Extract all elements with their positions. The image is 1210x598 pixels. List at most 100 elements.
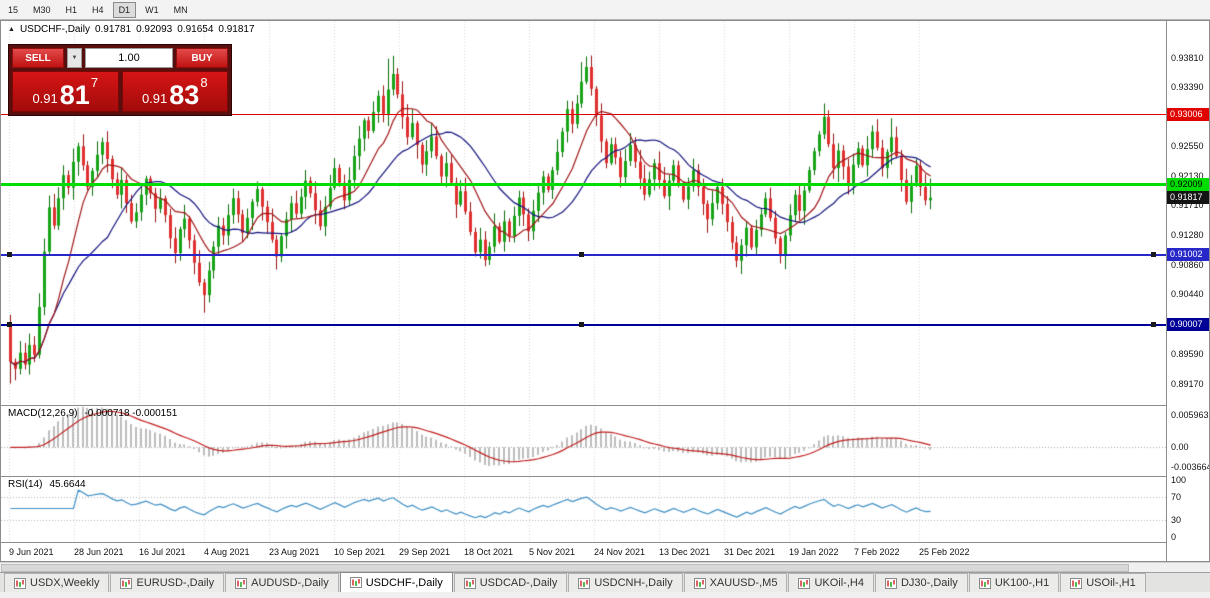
one-click-trade-panel: SELL ▼ BUY 0.91 81 7 0.91 83 8 (8, 44, 232, 116)
tab-label: XAUUSD-,M5 (709, 577, 778, 589)
chart-tab-icon (884, 577, 897, 589)
macd-axis-label: 0.005963 (1171, 410, 1209, 421)
date-label: 7 Feb 2022 (854, 547, 900, 557)
volume-input[interactable] (85, 48, 173, 68)
open-value: 0.91781 (94, 24, 132, 35)
ask-price-display[interactable]: 0.91 83 8 (121, 71, 228, 112)
bid-pip-digit: 7 (90, 75, 99, 90)
timeframe-m30[interactable]: M30 (33, 4, 51, 15)
macd-values: -0.000718 -0.000151 (84, 408, 178, 419)
hscrollbar-thumb[interactable] (1, 564, 1129, 572)
chart-ohlc-info: ▲ USDCHF-,Daily 0.91781 0.92093 0.91654 … (8, 24, 255, 35)
date-label: 31 Dec 2021 (724, 547, 776, 557)
timeframe-w1[interactable]: W1 (145, 4, 159, 15)
chevron-down-icon: ▼ (71, 55, 78, 61)
timeframe-h4[interactable]: H4 (92, 4, 104, 15)
line-handle[interactable] (1151, 322, 1156, 328)
tab-audusd-daily[interactable]: AUDUSD-,Daily (225, 573, 339, 592)
line-handle[interactable] (579, 322, 584, 328)
chart-hscrollbar[interactable] (0, 562, 1210, 572)
sell-button[interactable]: SELL (12, 48, 64, 68)
price-tag-support-1: 0.91002 (1167, 248, 1209, 262)
tab-label: EURUSD-,Daily (136, 577, 215, 589)
chart-tab-icon (14, 577, 26, 589)
tab-dj30-daily[interactable]: DJ30-,Daily (874, 573, 968, 592)
price-axis-label: 0.92550 (1171, 141, 1204, 152)
macd-axis-label: -0.003664 (1171, 461, 1210, 472)
price-axis-label: 0.89590 (1171, 349, 1204, 360)
tab-usdx-weekly[interactable]: USDX,Weekly (4, 573, 110, 592)
price-axis-label: 0.91280 (1171, 230, 1204, 241)
tab-label: USDCAD-,Daily (479, 577, 558, 589)
timeframe-mn[interactable]: MN (173, 4, 188, 15)
timeframe-15[interactable]: 15 (8, 4, 19, 15)
tab-usdcnh-daily[interactable]: USDCNH-,Daily (568, 573, 683, 592)
tab-label: USDCHF-,Daily (365, 576, 443, 589)
line-handle[interactable] (7, 322, 12, 328)
ask-big-digits: 83 (169, 80, 200, 110)
date-axis: 9 Jun 2021 28 Jun 2021 16 Jul 2021 4 Aug 20… (1, 542, 1166, 561)
pane-separator[interactable] (1, 405, 1209, 406)
price-axis-label: 0.90860 (1171, 259, 1204, 270)
chart-tab-icon (1070, 577, 1083, 589)
price-tag-support-2: 0.90007 (1167, 318, 1209, 332)
macd-indicator-label: MACD(12,26,9) -0.000718 -0.000151 (8, 408, 177, 419)
rsi-axis-label: 100 (1171, 475, 1187, 485)
rsi-indicator-label: RSI(14) 45.6644 (8, 479, 86, 490)
date-label: 16 Jul 2021 (139, 547, 186, 557)
timeframe-d1[interactable]: D1 (112, 1, 137, 18)
rsi-axis-label: 30 (1171, 514, 1182, 525)
order-type-dropdown[interactable]: ▼ (67, 48, 82, 68)
tab-usoil-h1[interactable]: USOil-,H1 (1060, 573, 1146, 592)
line-handle[interactable] (579, 252, 584, 258)
price-axis-label: 0.91710 (1171, 200, 1204, 211)
tab-label: DJ30-,Daily (900, 577, 958, 589)
timeframe-h1[interactable]: H1 (65, 4, 78, 15)
timeframe-toolbar: 15 M30 H1 H4 D1 W1 MN (0, 0, 1210, 20)
chart-tab-icon (463, 577, 476, 589)
chart-tab-icon (349, 577, 362, 588)
rsi-axis-label: 70 (1171, 492, 1182, 503)
date-label: 19 Jan 2022 (789, 547, 839, 557)
chart-tab-icon (120, 577, 133, 589)
tab-label: USDX,Weekly (30, 577, 100, 589)
pane-separator (1, 542, 1209, 543)
bid-big-digits: 81 (59, 80, 90, 110)
tab-label: USDCNH-,Daily (594, 577, 673, 589)
price-axis-label: 0.89170 (1171, 378, 1204, 389)
chart-tab-icon (578, 577, 591, 589)
line-handle[interactable] (1151, 252, 1156, 258)
ask-pip-digit: 8 (200, 75, 208, 90)
chart-tabbar: USDX,Weekly EURUSD-,Daily AUDUSD-,Daily USD… (0, 572, 1210, 592)
chart-tab-icon (235, 577, 248, 589)
tab-label: USOil-,H1 (1086, 577, 1136, 589)
pane-separator[interactable] (1, 476, 1209, 477)
hline-resistance[interactable] (1, 113, 1166, 115)
tab-label: UK100-,H1 (994, 577, 1050, 589)
line-handle[interactable] (7, 252, 12, 258)
hline-pivot[interactable] (1, 182, 1166, 186)
tab-uk100-h1[interactable]: UK100-,H1 (968, 573, 1060, 592)
low-value: 0.91654 (177, 24, 214, 35)
date-label: 29 Sep 2021 (399, 547, 451, 557)
tab-label: UKOil-,H4 (814, 577, 864, 589)
date-label: 24 Nov 2021 (594, 547, 646, 557)
date-label: 28 Jun 2021 (74, 547, 124, 557)
tab-xauusd-m5[interactable]: XAUUSD-,M5 (683, 573, 788, 592)
collapse-arrow-icon[interactable]: ▲ (8, 26, 15, 33)
price-axis-label: 0.90440 (1171, 289, 1204, 300)
price-tag-resistance: 0.93006 (1167, 107, 1209, 121)
macd-axis-label: 0.00 (1171, 442, 1189, 453)
tab-eurusd-daily[interactable]: EURUSD-,Daily (110, 573, 225, 592)
tab-usdchf-daily[interactable]: USDCHF-,Daily (339, 572, 453, 592)
tab-ukoil-h4[interactable]: UKOil-,H4 (788, 573, 874, 592)
tab-usdcad-daily[interactable]: USDCAD-,Daily (453, 573, 568, 592)
close-value: 0.91817 (218, 24, 255, 35)
chart-tab-icon (693, 577, 706, 589)
ask-prefix: 0.91 (141, 91, 168, 106)
bid-price-display[interactable]: 0.91 81 7 (12, 71, 119, 112)
price-axis-label: 0.93810 (1171, 52, 1204, 63)
buy-button[interactable]: BUY (176, 48, 228, 68)
price-tag-pivot: 0.92009 (1167, 177, 1209, 191)
